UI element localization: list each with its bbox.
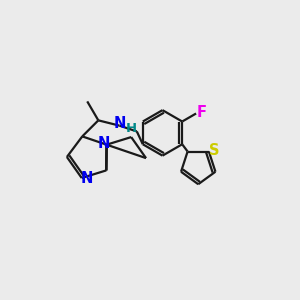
Text: F: F [196,105,206,120]
Text: N: N [114,116,126,131]
Text: S: S [209,143,219,158]
Text: N: N [81,171,93,186]
Text: N: N [98,136,110,151]
Text: H: H [125,122,136,135]
